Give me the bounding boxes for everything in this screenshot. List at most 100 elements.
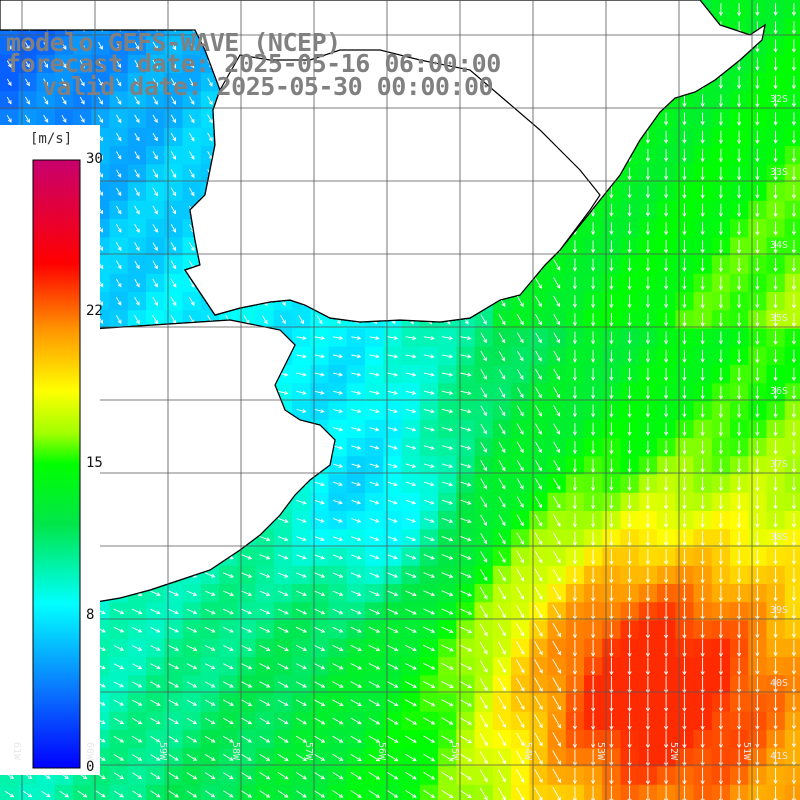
- wind-arrow: [241, 626, 252, 633]
- wind-arrow-head: [572, 267, 577, 272]
- wind-arrow-head: [375, 463, 380, 468]
- wind-arrow-head: [154, 319, 158, 325]
- wind-arrow-head: [755, 304, 760, 309]
- wind-arrow-head: [356, 445, 362, 450]
- wind-arrow-head: [99, 191, 103, 197]
- wind-arrow: [480, 460, 487, 471]
- wind-arrow: [535, 459, 542, 471]
- wind-arrow: [480, 350, 487, 361]
- wind-arrow-head: [247, 573, 253, 578]
- wind-arrow-head: [501, 448, 506, 454]
- wind-speed-cell: [784, 419, 800, 439]
- wind-arrow-head: [320, 628, 326, 633]
- wind-arrow-head: [557, 632, 561, 638]
- wind-arrow-head: [172, 82, 176, 87]
- wind-arrow-head: [266, 537, 271, 542]
- wind-arrow-head: [645, 487, 650, 492]
- wind-arrow-head: [718, 358, 723, 364]
- wind-arrow-head: [664, 304, 669, 309]
- wind-arrow-head: [448, 409, 454, 414]
- wind-arrow-head: [467, 372, 472, 377]
- wind-arrow-head: [190, 45, 195, 51]
- wind-arrow-head: [591, 303, 596, 309]
- wind-arrow: [387, 336, 398, 339]
- wind-arrow: [207, 114, 213, 123]
- wind-arrow-head: [467, 629, 473, 634]
- wind-arrow-head: [609, 486, 614, 492]
- wind-arrow-head: [773, 103, 778, 108]
- wind-arrow: [134, 114, 140, 123]
- wind-arrow: [460, 336, 471, 340]
- wind-arrow-head: [501, 393, 506, 399]
- wind-arrow: [405, 390, 416, 394]
- wind-arrow-head: [682, 121, 687, 126]
- wind-arrow: [152, 132, 158, 141]
- wind-arrow-head: [556, 284, 561, 289]
- wind-arrow-head: [117, 228, 122, 233]
- wind-arrow-head: [483, 576, 488, 582]
- wind-arrow-head: [411, 427, 417, 432]
- wind-arrow-head: [538, 522, 543, 527]
- wind-arrow-head: [430, 518, 435, 523]
- wind-arrow-head: [773, 340, 778, 346]
- wind-arrow-head: [519, 467, 524, 472]
- wind-arrow-head: [609, 267, 614, 272]
- wind-arrow: [296, 390, 306, 394]
- wind-arrow: [351, 499, 361, 504]
- wind-arrow: [498, 568, 506, 581]
- wind-arrow-head: [338, 427, 344, 432]
- wind-arrow: [314, 354, 325, 358]
- wind-speed-cell: [547, 784, 567, 800]
- wind-arrow-head: [791, 48, 796, 53]
- wind-arrow-head: [357, 555, 362, 560]
- wind-arrow-head: [682, 176, 687, 181]
- wind-arrow: [498, 423, 506, 435]
- wind-speed-cell: [784, 401, 800, 421]
- wind-arrow: [314, 409, 324, 413]
- wind-arrow: [152, 114, 158, 123]
- wind-arrow-head: [718, 377, 723, 382]
- wind-arrow-head: [7, 81, 12, 87]
- wind-arrow: [79, 78, 85, 86]
- wind-arrow-head: [393, 427, 398, 432]
- wind-arrow-head: [718, 579, 723, 584]
- wind-arrow: [369, 336, 379, 339]
- wind-arrow-head: [718, 597, 723, 602]
- wind-arrow-head: [320, 555, 325, 560]
- wind-arrow: [480, 369, 487, 380]
- wind-arrow-head: [773, 413, 778, 419]
- wind-speed-cell: [784, 474, 800, 494]
- wind-arrow: [314, 372, 324, 376]
- wind-arrow-head: [190, 118, 195, 124]
- wind-arrow-head: [448, 555, 454, 560]
- wind-arrow-head: [627, 523, 632, 529]
- wind-arrow-head: [755, 322, 760, 327]
- wind-arrow-head: [773, 322, 778, 328]
- wind-arrow: [333, 372, 343, 376]
- wind-arrow: [298, 315, 304, 324]
- wind-arrow-head: [501, 485, 506, 490]
- wind-arrow-head: [627, 194, 632, 199]
- wind-arrow-head: [700, 579, 705, 584]
- wind-arrow-head: [172, 118, 176, 124]
- wind-arrow-head: [682, 523, 687, 529]
- wind-arrow: [423, 390, 434, 394]
- wind-arrow-head: [320, 409, 325, 414]
- wind-arrow-head: [791, 267, 796, 273]
- wind-arrow-head: [557, 614, 561, 619]
- wind-arrow-head: [172, 283, 177, 288]
- wind-arrow: [552, 604, 561, 619]
- wind-arrow-head: [664, 468, 669, 474]
- wind-arrow-head: [664, 194, 669, 199]
- wind-speed-cell: [784, 365, 800, 384]
- wind-arrow-head: [556, 302, 561, 308]
- wind-arrow-head: [519, 448, 524, 454]
- wind-arrow: [316, 314, 323, 324]
- wind-arrow-head: [501, 521, 506, 527]
- wind-arrow: [152, 169, 158, 178]
- wind-arrow-head: [393, 500, 398, 505]
- wind-arrow-head: [664, 450, 669, 455]
- wind-arrow-head: [448, 482, 453, 487]
- wind-arrow-head: [483, 503, 488, 508]
- wind-arrow: [314, 536, 325, 541]
